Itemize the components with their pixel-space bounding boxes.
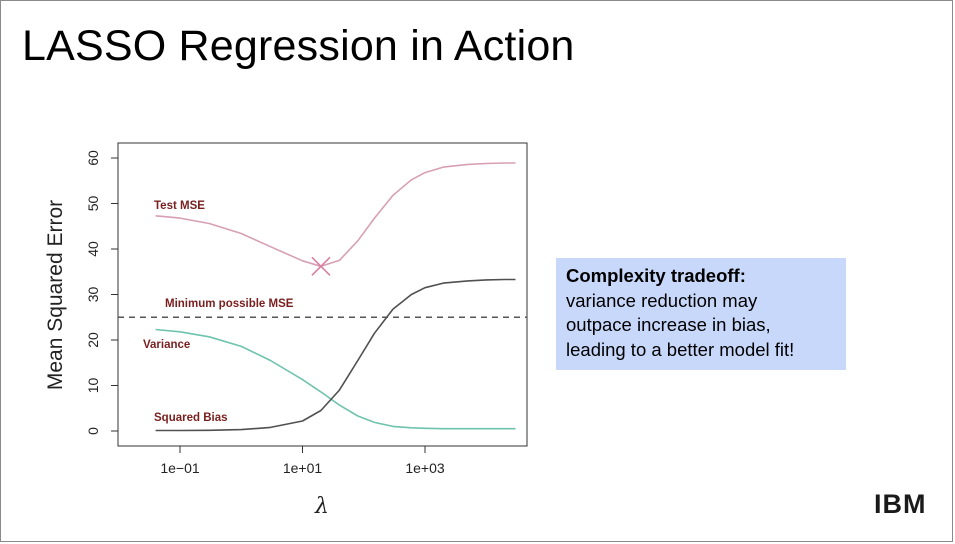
test-mse-label: Test MSE bbox=[154, 200, 205, 212]
minimum-marker bbox=[311, 256, 331, 276]
y-tick-label: 20 bbox=[85, 332, 101, 348]
y-tick-label: 30 bbox=[85, 287, 101, 303]
x-tick-label: 1e+01 bbox=[283, 460, 323, 476]
callout-line-2: outpace increase in bias, bbox=[566, 314, 771, 335]
y-axis-label: Mean Squared Error bbox=[44, 200, 67, 390]
plot-frame bbox=[117, 142, 528, 447]
y-tick-label: 50 bbox=[85, 196, 101, 212]
complexity-tradeoff-callout: Complexity tradeoff: variance reduction … bbox=[556, 258, 846, 370]
callout-line-3: leading to a better model fit! bbox=[566, 338, 795, 360]
test-mse-line bbox=[155, 162, 516, 268]
variance-label: Variance bbox=[143, 339, 190, 351]
callout-line-1: variance reduction may bbox=[566, 289, 758, 311]
squared-bias-label: Squared Bias bbox=[154, 412, 228, 424]
x-tick-label: 1e+03 bbox=[405, 460, 445, 476]
y-tick-label: 60 bbox=[85, 150, 101, 166]
ibm-logo: IBM bbox=[874, 489, 927, 519]
slide-title: LASSO Regression in Action bbox=[22, 22, 575, 70]
y-tick-label: 40 bbox=[85, 241, 101, 257]
minimum-mse-label: Minimum possible MSE bbox=[165, 298, 294, 310]
x-tick-label: 1e−01 bbox=[160, 460, 200, 476]
callout-heading: Complexity tradeoff: bbox=[566, 265, 746, 286]
y-tick-label: 10 bbox=[85, 378, 101, 394]
y-tick-label: 0 bbox=[85, 427, 101, 435]
x-axis-label: λ bbox=[314, 494, 329, 519]
variance-line bbox=[155, 328, 516, 430]
squared-bias-line bbox=[155, 278, 516, 432]
